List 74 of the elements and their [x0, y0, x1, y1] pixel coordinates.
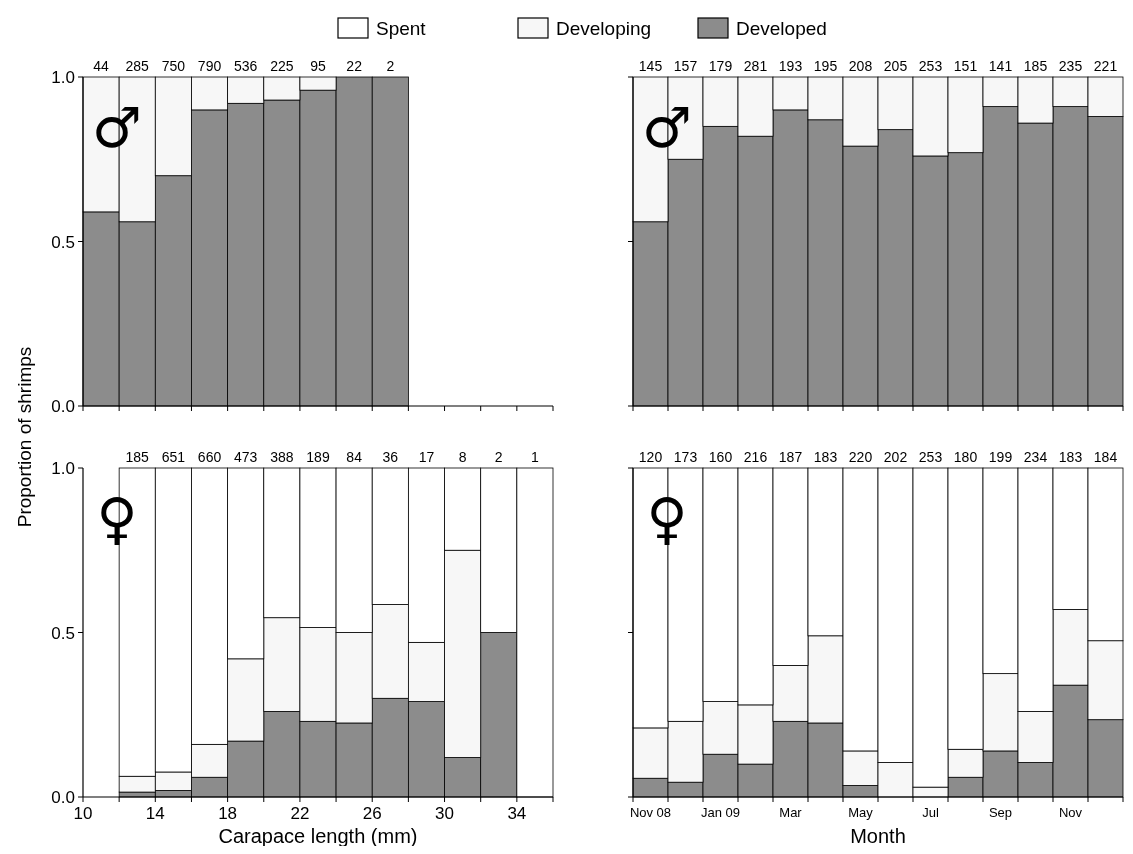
x-tick-label: Jul — [922, 805, 939, 820]
y-tick-label: 0.5 — [51, 623, 75, 643]
annotation: 2 — [494, 449, 503, 465]
annotation: 220 — [848, 449, 873, 465]
annotation: 189 — [306, 449, 330, 465]
annotation: 179 — [708, 58, 733, 74]
annotation: 84 — [346, 449, 363, 465]
y-axis-title: Proportion of shrimps — [14, 346, 35, 528]
y-tick-label: 0.5 — [51, 232, 75, 252]
annotation: 234 — [1023, 449, 1048, 465]
x-tick-label: 10 — [73, 804, 93, 823]
annotation: 199 — [988, 449, 1013, 465]
annotation: 185 — [125, 449, 150, 465]
annotation: 216 — [743, 449, 768, 465]
x-tick-label: 14 — [145, 804, 165, 823]
annotation: 208 — [848, 58, 873, 74]
annotation: 1 — [531, 449, 540, 465]
x-tick-label: 18 — [218, 804, 238, 823]
annotation: 2 — [386, 58, 395, 74]
x-tick-label: May — [848, 805, 874, 820]
x-tick-label: Nov 08 — [629, 805, 672, 820]
annotation: 281 — [743, 58, 768, 74]
annotation: 44 — [93, 58, 110, 74]
x-tick-label: Sep — [988, 805, 1013, 820]
annotation: 183 — [1058, 449, 1083, 465]
legend-label: Spent — [376, 18, 427, 39]
y-tick-label: 1.0 — [51, 68, 75, 87]
annotation: 17 — [418, 449, 435, 465]
x-tick-label: Jan 09 — [700, 805, 741, 820]
annotation: 145 — [638, 58, 663, 74]
annotation: 205 — [883, 58, 908, 74]
annotation: 183 — [813, 449, 838, 465]
annotation: 8 — [458, 449, 467, 465]
annotation: 193 — [778, 58, 803, 74]
annotation: 36 — [382, 449, 399, 465]
x-tick-label: Nov — [1058, 805, 1083, 820]
x-tick-label: 22 — [290, 804, 310, 823]
annotation: 187 — [778, 449, 803, 465]
annotation: 157 — [673, 58, 698, 74]
annotation: 750 — [161, 58, 186, 74]
y-tick-label: 0.0 — [51, 397, 75, 416]
y-tick-label: 0.0 — [51, 788, 75, 807]
x-tick-label: 34 — [507, 804, 527, 823]
x-tick-label: 26 — [362, 804, 382, 823]
annotation: 184 — [1093, 449, 1118, 465]
annotation: 95 — [310, 58, 326, 74]
annotation: 235 — [1058, 58, 1083, 74]
annotation: 388 — [270, 449, 294, 465]
y-tick-label: 1.0 — [51, 459, 75, 478]
annotation: 651 — [161, 449, 186, 465]
annotation: 180 — [953, 449, 978, 465]
annotation: 195 — [813, 58, 838, 74]
annotation: 160 — [708, 449, 733, 465]
annotation: 202 — [883, 449, 908, 465]
annotation: 790 — [197, 58, 222, 74]
annotation: 221 — [1093, 58, 1118, 74]
legend-label: Developing — [556, 18, 652, 39]
annotation: 151 — [953, 58, 978, 74]
x-tick-label: Mar — [779, 805, 803, 820]
legend-label: Developed — [736, 18, 827, 39]
annotation: 173 — [673, 449, 698, 465]
annotation: 285 — [125, 58, 150, 74]
annotation: 225 — [270, 58, 294, 74]
annotation: 141 — [988, 58, 1013, 74]
annotation: 120 — [638, 449, 663, 465]
annotation: 253 — [918, 449, 943, 465]
annotation: 473 — [234, 449, 258, 465]
annotation: 185 — [1023, 58, 1048, 74]
annotation: 253 — [918, 58, 943, 74]
annotation: 660 — [197, 449, 222, 465]
x-tick-label: 30 — [435, 804, 454, 823]
x-axis-title: Month — [850, 825, 906, 847]
annotation: 22 — [346, 58, 363, 74]
annotation: 536 — [234, 58, 258, 74]
